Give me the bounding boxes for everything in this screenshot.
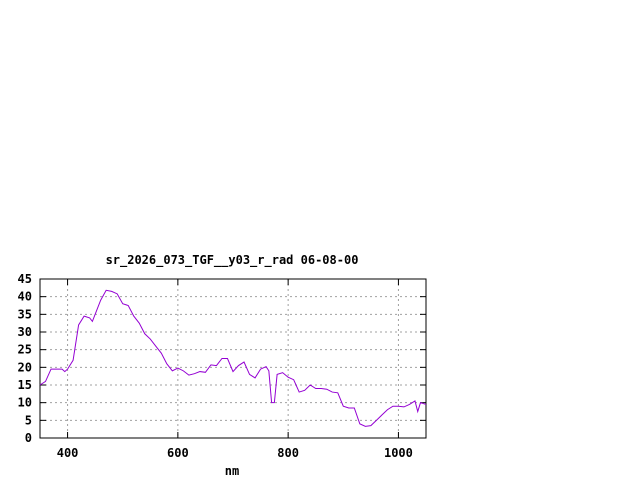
x-tick-label: 800 [277,446,299,460]
y-tick-label: 40 [18,290,32,304]
data-series-line [39,289,427,427]
y-tick-label: 25 [18,343,32,357]
x-tick-label: 400 [57,446,79,460]
x-tick-label: 600 [167,446,189,460]
y-tick-label: 35 [18,307,32,321]
y-tick-label: 0 [25,431,32,445]
y-tick-label: 45 [18,272,32,286]
y-tick-label: 5 [25,413,32,427]
y-tick-label: 15 [18,378,32,392]
plot-border [39,278,427,439]
x-tick-label: 1000 [384,446,413,460]
y-tick-label: 20 [18,360,32,374]
x-axis-label: nm [225,464,239,478]
y-tick-label: 30 [18,325,32,339]
chart-title: sr_2026_073_TGF__y03_r_rad 06-08-00 [106,253,359,268]
y-tick-label: 10 [18,396,32,410]
